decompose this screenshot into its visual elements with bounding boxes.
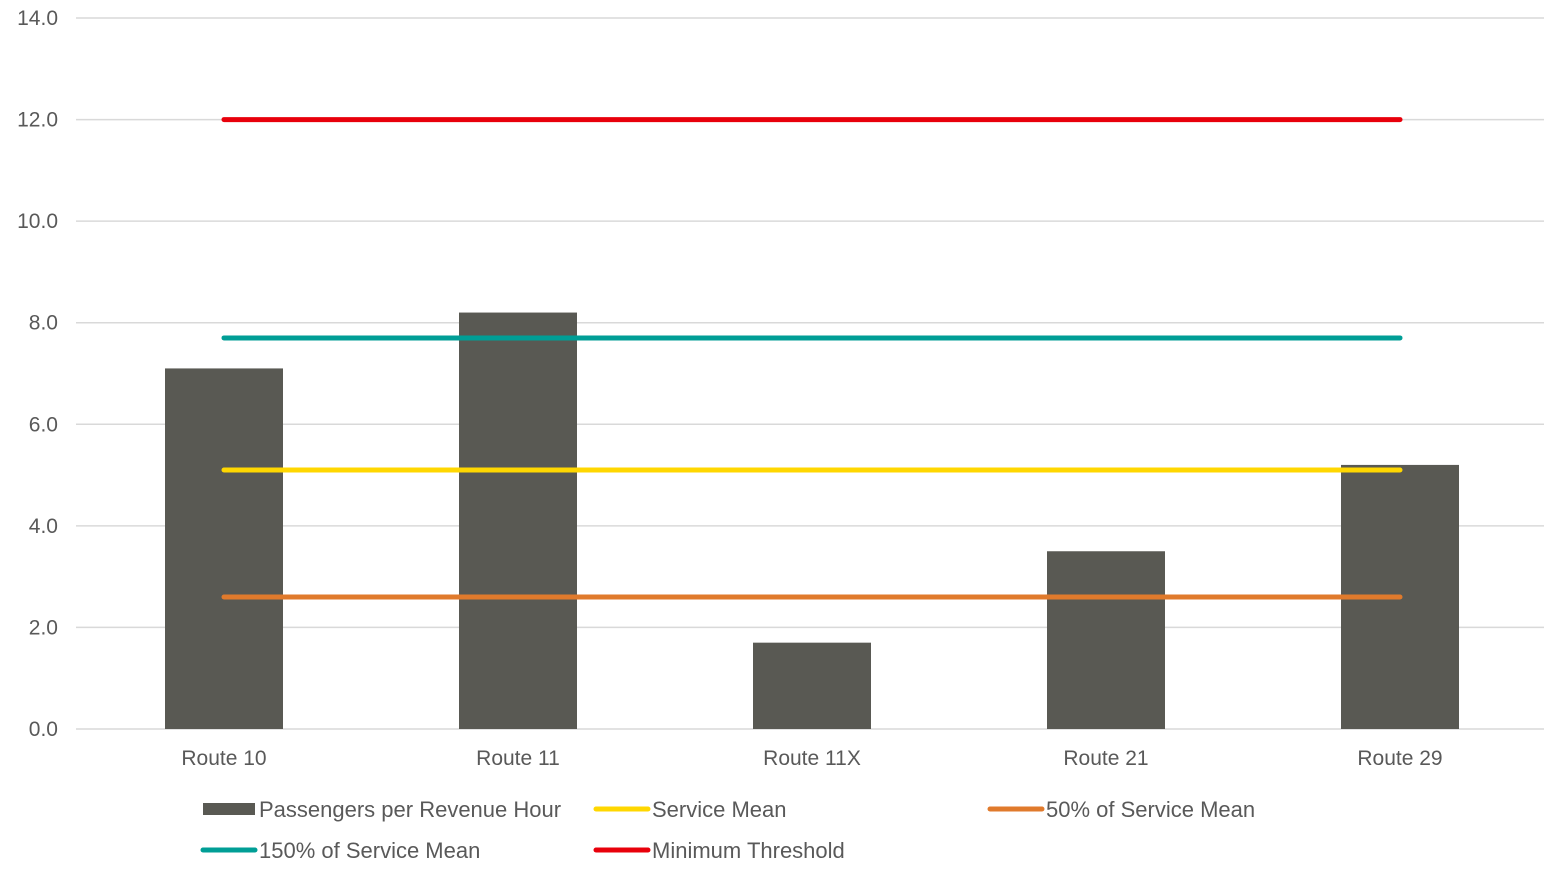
bar-route-10 xyxy=(165,368,283,729)
x-tick-label: Route 10 xyxy=(181,747,266,770)
legend-item: 50% of Service Mean xyxy=(987,797,1255,822)
legend-item: 150% of Service Mean xyxy=(200,838,480,863)
y-tick-label: 0.0 xyxy=(29,718,58,741)
bar-series xyxy=(165,312,1459,729)
legend-label: 50% of Service Mean xyxy=(1046,797,1255,822)
legend: Passengers per Revenue Hour Service Mean 5… xyxy=(200,797,1255,863)
y-axis-ticks: 0.0 2.0 4.0 6.0 8.0 10.0 12.0 14.0 xyxy=(17,7,58,741)
y-tick-label: 10.0 xyxy=(17,210,58,233)
y-tick-label: 6.0 xyxy=(29,413,58,436)
legend-item: Service Mean xyxy=(593,797,787,822)
x-tick-label: Route 11X xyxy=(763,747,861,770)
legend-label: Minimum Threshold xyxy=(652,838,845,863)
y-tick-label: 14.0 xyxy=(17,7,58,30)
grid-lines xyxy=(76,17,1544,730)
bar-route-11 xyxy=(459,312,577,729)
y-tick-label: 12.0 xyxy=(17,109,58,132)
y-tick-label: 4.0 xyxy=(29,515,58,538)
y-tick-label: 8.0 xyxy=(29,312,58,335)
line-series xyxy=(221,117,1403,600)
x-tick-label: Route 29 xyxy=(1357,747,1442,770)
bar-route-21 xyxy=(1047,551,1165,729)
legend-item: Minimum Threshold xyxy=(593,838,845,863)
x-axis-ticks: Route 10 Route 11 Route 11X Route 21 Route 2… xyxy=(181,747,1442,770)
bar-route-11x xyxy=(753,642,871,729)
legend-item: Passengers per Revenue Hour xyxy=(203,797,561,822)
legend-swatch xyxy=(203,803,255,815)
legend-label: Passengers per Revenue Hour xyxy=(259,797,561,822)
legend-label: Service Mean xyxy=(652,797,787,822)
x-tick-label: Route 21 xyxy=(1063,747,1148,770)
legend-label: 150% of Service Mean xyxy=(259,838,480,863)
y-tick-label: 2.0 xyxy=(29,616,58,639)
x-tick-label: Route 11 xyxy=(476,747,560,770)
